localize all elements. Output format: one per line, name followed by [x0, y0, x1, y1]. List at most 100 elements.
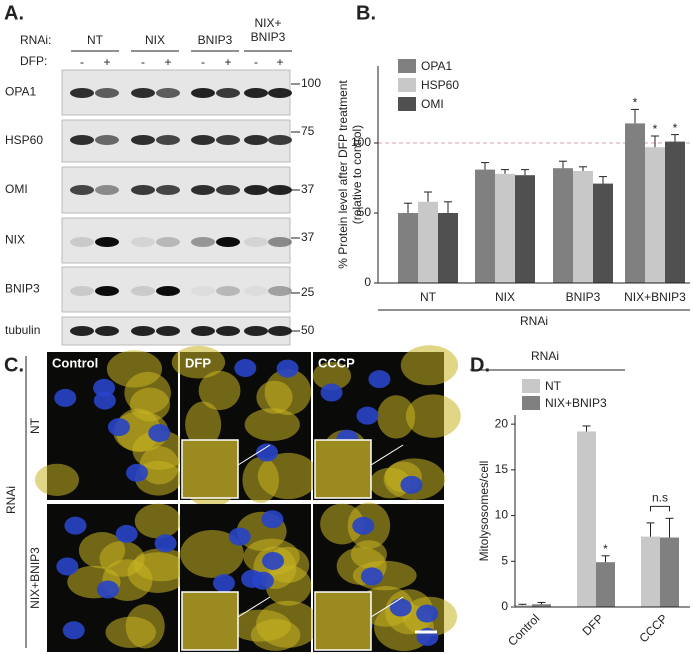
cell-nucleus	[96, 580, 119, 599]
dfp-sign: +	[224, 55, 231, 69]
column-label: CCCP	[318, 355, 355, 370]
cell-cytoplasm	[129, 387, 171, 422]
marker-label: 75	[301, 124, 315, 138]
legend-label: OPA1	[421, 59, 452, 73]
blot-band	[244, 326, 268, 336]
blot-band	[156, 135, 180, 145]
legend-swatch	[522, 379, 540, 393]
x-tick-label: CCCP	[636, 611, 670, 645]
group-label: NIX+	[254, 16, 281, 30]
marker-label: 37	[301, 182, 315, 196]
cell-nucleus	[93, 391, 116, 410]
blot-band	[70, 185, 94, 195]
cell-cytoplasm	[34, 463, 80, 496]
annotation: *	[673, 121, 678, 135]
blot-band	[216, 237, 240, 247]
cell-cytoplasm	[125, 604, 165, 649]
bar	[625, 123, 645, 284]
bar	[495, 173, 515, 283]
blot-band	[216, 88, 240, 98]
cell-nucleus	[93, 378, 116, 397]
cell-nucleus	[356, 406, 379, 425]
blot-band	[216, 286, 240, 296]
cell-nucleus	[54, 388, 77, 407]
cell-nucleus	[389, 598, 412, 617]
cell-nucleus	[234, 359, 257, 378]
cell-cytoplasm	[377, 395, 416, 439]
cell-cytoplasm	[106, 350, 163, 388]
inset-pointer	[237, 444, 271, 466]
cell-cytoplasm	[171, 345, 226, 379]
dfp-sign: -	[80, 55, 84, 69]
blot-band	[268, 185, 292, 195]
cell-nucleus	[115, 524, 138, 543]
blot-band	[244, 135, 268, 145]
cell-nucleus	[241, 569, 264, 588]
blot-band	[131, 88, 155, 98]
inset	[314, 439, 372, 499]
cell-nucleus	[360, 567, 383, 586]
blot-band	[156, 326, 180, 336]
blot-band	[95, 286, 119, 296]
blot-band	[131, 185, 155, 195]
blot-band	[131, 135, 155, 145]
cell-cytoplasm	[133, 548, 190, 582]
y-tick-label: 20	[495, 416, 509, 430]
bar	[596, 562, 615, 607]
legend-label: OMI	[421, 97, 444, 111]
blot-band	[70, 237, 94, 247]
marker-label: 50	[301, 323, 315, 337]
dfp-label: DFP:	[20, 54, 47, 68]
cell-nucleus	[64, 516, 87, 535]
bar	[418, 201, 438, 283]
blot-band	[268, 135, 292, 145]
bar	[532, 604, 551, 607]
protein-label: BNIP3	[5, 282, 40, 296]
cell-nucleus	[228, 527, 251, 546]
bar	[593, 183, 613, 283]
blot-band	[216, 326, 240, 336]
y-tick-label: 5	[501, 553, 508, 567]
cell-nucleus	[148, 424, 171, 443]
protein-label: HSP60	[5, 133, 43, 147]
blot-band	[191, 185, 215, 195]
inset	[314, 591, 372, 651]
blot-band	[268, 88, 292, 98]
bar	[641, 536, 660, 607]
cell-nucleus	[126, 463, 149, 482]
cell-cytoplasm	[264, 369, 312, 416]
blot-band	[244, 185, 268, 195]
cell-nucleus	[62, 621, 85, 640]
annotation: *	[653, 122, 658, 136]
bar	[553, 168, 573, 283]
legend-swatch	[398, 97, 416, 111]
blot-band	[95, 185, 119, 195]
row-label: NIX+BNIP3	[28, 547, 42, 609]
marker-label: 25	[301, 285, 315, 299]
legend-swatch	[398, 78, 416, 92]
bar	[513, 605, 532, 607]
blot-band	[191, 286, 215, 296]
blot-band	[244, 88, 268, 98]
blot-band	[268, 326, 292, 336]
cell-cytoplasm	[198, 370, 241, 411]
group-label: NT	[87, 33, 104, 47]
blot-band	[131, 237, 155, 247]
legend-swatch	[398, 59, 416, 73]
panel-letter: C.	[4, 354, 24, 376]
protein-label: NIX	[5, 233, 25, 247]
cell-cytoplasm	[369, 467, 411, 499]
cell-cytoplasm	[99, 540, 145, 577]
protein-label: tubulin	[5, 323, 40, 337]
group-label: BNIP3	[198, 33, 233, 47]
panel-letter: A.	[4, 2, 24, 24]
blot-band	[70, 135, 94, 145]
blot-band	[244, 286, 268, 296]
dfp-sign: +	[276, 55, 283, 69]
x-tick-label: BNIP3	[566, 290, 601, 304]
blot-band	[268, 286, 292, 296]
inset-pointer	[237, 596, 271, 618]
annotation: *	[603, 542, 608, 556]
y-tick-label: 50	[358, 205, 372, 219]
cell-nucleus	[400, 475, 423, 494]
